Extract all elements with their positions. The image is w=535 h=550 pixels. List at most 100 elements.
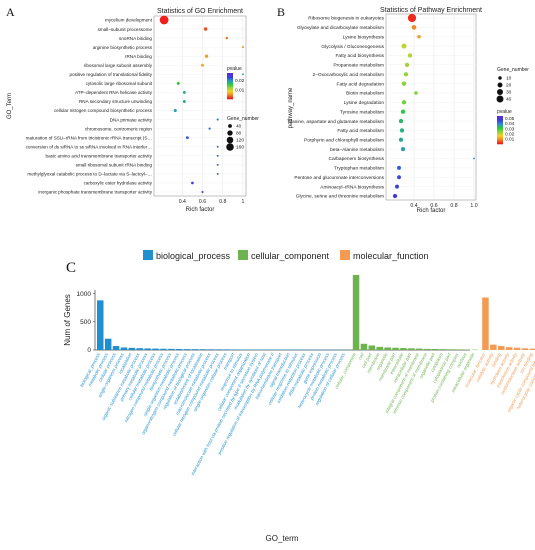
data-point bbox=[216, 154, 219, 157]
pathway-enrichment-panel: Statistics of Pathway Enrichment Ribosom… bbox=[288, 7, 530, 214]
bar bbox=[431, 348, 439, 350]
bar bbox=[144, 348, 151, 350]
bar bbox=[416, 348, 423, 350]
x-tick-label: 0.6 bbox=[199, 199, 206, 205]
data-point bbox=[242, 73, 244, 76]
go-category-legend: biological_process cellular_component mole… bbox=[143, 250, 429, 261]
data-point bbox=[399, 128, 405, 133]
pathway-x-axis-label: Rich factor bbox=[417, 208, 446, 214]
colorbar-segment bbox=[497, 128, 503, 131]
panel-label-b: B bbox=[277, 5, 285, 19]
bar bbox=[513, 347, 521, 350]
data-point bbox=[398, 137, 404, 142]
term-label: Porphyrin and chlorophyll metabolism bbox=[304, 137, 384, 143]
term-label: maturation of SSU–rRNA from tricistronic… bbox=[26, 135, 152, 140]
colorbar-segment bbox=[497, 120, 503, 123]
data-point bbox=[216, 145, 219, 148]
term-label: cellular nitrogen compound biosynthetic … bbox=[54, 108, 153, 113]
data-point bbox=[208, 127, 211, 130]
term-label: 2–Oxocarboxylic acid metabolism bbox=[313, 72, 384, 78]
colorbar-segment bbox=[227, 93, 233, 95]
data-point bbox=[401, 100, 407, 105]
colorbar-segment bbox=[227, 96, 233, 99]
term-label: Glycine, serine and threonine metabolism bbox=[296, 194, 384, 200]
term-label: Biotin metabolism bbox=[346, 91, 384, 97]
bar bbox=[223, 349, 230, 350]
colorbar-segment bbox=[227, 90, 233, 92]
size-legend-dot bbox=[496, 88, 504, 96]
bar bbox=[447, 349, 455, 350]
data-point bbox=[173, 108, 177, 113]
size-legend-label: 20 bbox=[506, 83, 512, 89]
data-point bbox=[395, 184, 399, 189]
bar bbox=[498, 346, 505, 350]
bar bbox=[191, 349, 199, 350]
y-tick-label: 1000 bbox=[77, 291, 92, 298]
colorbar-segment bbox=[227, 91, 233, 93]
data-point bbox=[407, 53, 413, 58]
colorbar-segment bbox=[227, 78, 233, 80]
bar bbox=[207, 349, 215, 350]
colorbar-segment bbox=[497, 132, 503, 134]
colorbar-segment bbox=[227, 84, 233, 87]
data-point bbox=[159, 15, 169, 25]
go-chart-title: Statistics of GO Enrichment bbox=[157, 8, 243, 15]
term-label: conversion of ds siRNA to ss siRNA invol… bbox=[26, 144, 152, 149]
legend-label: cellular_component bbox=[251, 251, 330, 261]
legend-label: molecular_function bbox=[353, 251, 429, 261]
bar bbox=[376, 346, 383, 350]
data-point bbox=[401, 81, 407, 86]
colorbar-segment bbox=[227, 83, 233, 86]
term-label: small ribosomal subunit rRNA binding bbox=[76, 163, 153, 168]
data-point bbox=[414, 91, 418, 95]
data-point bbox=[225, 36, 229, 40]
term-label: cytosolic large ribosomal subunit bbox=[86, 81, 153, 86]
category-label: cell bbox=[357, 351, 365, 360]
term-label: carboxylic ester hydrolase activity bbox=[84, 181, 153, 186]
bar bbox=[176, 348, 183, 350]
bar bbox=[482, 297, 489, 350]
data-point bbox=[216, 172, 219, 175]
go-y-axis-label: GO_Term bbox=[7, 93, 13, 119]
term-label: chromosome, centromeric region bbox=[85, 126, 153, 131]
go-gridlines bbox=[154, 16, 246, 196]
bar bbox=[215, 349, 222, 350]
term-label: small–subunit processome bbox=[98, 27, 153, 32]
term-label: positive regulation of translational fid… bbox=[70, 72, 153, 77]
colorbar-segment bbox=[497, 141, 503, 144]
colorbar-segment bbox=[497, 123, 503, 125]
go-pvalue-legend: pvalue 0.02 0.01 bbox=[227, 66, 245, 100]
colorbar-segment bbox=[497, 130, 503, 132]
bar bbox=[120, 347, 128, 350]
data-point bbox=[398, 118, 404, 124]
panel-label-a: A bbox=[6, 5, 15, 19]
term-label: Glyoxylate and dicarboxylate metabolism bbox=[297, 25, 384, 31]
term-label: Lysine degradation bbox=[344, 100, 385, 106]
data-point bbox=[185, 136, 189, 140]
size-legend-dot bbox=[496, 95, 504, 103]
bar-x-axis-label: GO_term bbox=[266, 534, 299, 543]
colorbar-segment bbox=[497, 135, 503, 138]
colorbar-segment bbox=[227, 97, 233, 100]
term-label: basic amino acid transmembrane transport… bbox=[46, 153, 153, 158]
bar bbox=[529, 348, 535, 350]
bar-y-axis-label: Num of Genes bbox=[63, 294, 72, 346]
term-label: Alanine, aspartate and glutamate metabol… bbox=[288, 119, 384, 125]
bar bbox=[423, 348, 431, 350]
data-point bbox=[216, 118, 219, 121]
bar bbox=[183, 349, 191, 350]
data-point bbox=[241, 46, 244, 49]
bar bbox=[392, 347, 399, 350]
bar bbox=[360, 343, 368, 350]
term-label: Fatty acid biosynthesis bbox=[335, 53, 384, 59]
size-legend-label: 80 bbox=[236, 131, 242, 137]
pathway-pvalue-legend-title: pvalue bbox=[497, 109, 512, 115]
pathway-points bbox=[392, 13, 475, 199]
x-tick-label: 0.6 bbox=[430, 203, 437, 209]
size-legend-dot bbox=[228, 124, 232, 128]
data-point bbox=[411, 25, 417, 30]
bar bbox=[490, 344, 497, 350]
